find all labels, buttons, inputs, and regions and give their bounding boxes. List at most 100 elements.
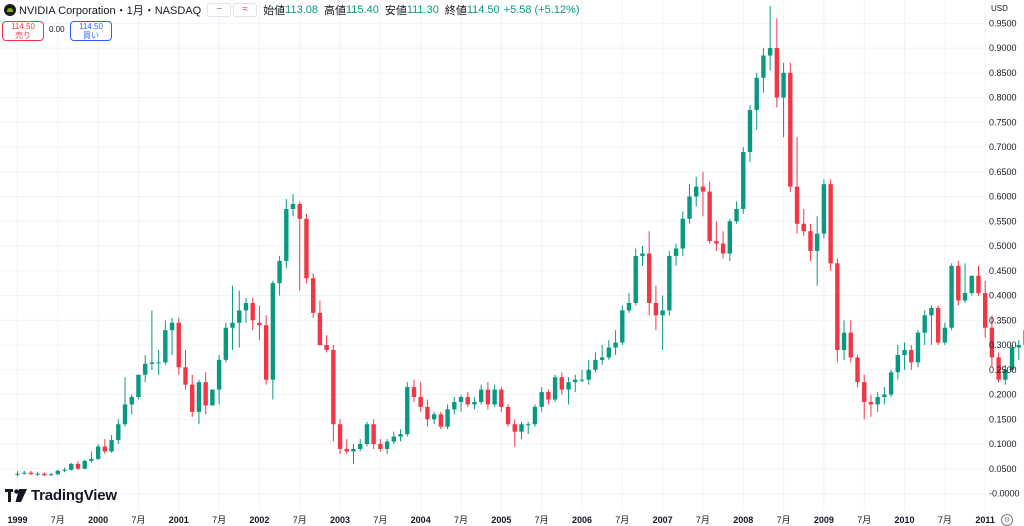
candle [915,330,921,368]
candle-body [754,77,759,110]
candle [922,310,927,346]
candle-body [626,302,632,311]
candle-body [794,186,800,224]
x-tick-label: 2007 [653,515,673,525]
x-tick-label: 7月 [131,515,145,525]
candle-body [22,472,27,474]
candle [942,322,948,346]
candle [774,18,780,108]
candle-body [465,397,470,405]
candle [902,342,907,370]
candle [808,223,813,261]
candle-body [935,307,941,343]
candle [310,273,316,318]
candle [989,315,995,368]
candle [35,471,40,476]
candle [835,258,840,363]
candle-body [122,404,128,425]
candle-body [304,218,309,279]
candle [136,374,141,400]
x-tick-label: 2011 [975,515,995,525]
low-value: 111.30 [406,4,439,16]
candle [962,263,968,303]
buy-button[interactable]: 114.50 買い [70,21,112,41]
candle [284,199,289,269]
candle-body [573,379,578,383]
candle-body [559,377,565,390]
candle [546,389,551,405]
candle [452,397,457,415]
candle [620,305,625,346]
candle-body [371,424,376,445]
candle-body [445,409,450,427]
x-tick-label: 2000 [88,515,108,525]
high-value: 115.40 [346,4,379,16]
candle-body [862,382,867,402]
candle [122,377,128,427]
candle [263,315,269,385]
tradingview-mark-icon [5,488,27,502]
candle-body [848,332,853,358]
candle-body [55,470,61,475]
candle [519,421,524,440]
price-axis[interactable]: 0.9500 0.9000 0.8500 0.8000 0.7500 0.7000 0.65… [989,18,1020,498]
candle-body [667,255,672,311]
candle-body [505,406,511,425]
candle-body [485,389,491,405]
candle [250,298,255,331]
symbol-title[interactable]: NVIDIA Corporation・1月・NASDAQ [19,5,202,17]
x-tick-label: 7月 [615,515,629,525]
y-tick-label: 0.9000 [989,43,1017,53]
candle-body [472,401,477,405]
candle-body [95,446,101,459]
x-tick-label: 1999 [7,515,27,525]
candle [781,62,786,138]
y-tick-label: 0.7000 [989,142,1017,152]
candle-body [781,72,786,98]
settings-icon[interactable]: ⚙ [1001,514,1013,526]
candle [364,421,370,447]
candle [848,320,853,363]
low-label: 安値 [384,5,407,17]
candle-body [384,441,390,449]
y-tick-label: 0.3500 [989,315,1017,325]
candle [472,397,477,410]
sell-button[interactable]: 114.50 売り [2,21,44,41]
candle-body [156,362,161,364]
candle [196,379,202,425]
candle-body [868,401,874,405]
candle [667,251,672,316]
y-tick-label: 0.1500 [989,414,1017,424]
candle [875,392,880,412]
candle-body [284,208,289,261]
candle [767,6,773,71]
currency-label[interactable]: USD [991,4,1008,13]
candle-body [89,458,94,461]
candle-body [821,184,827,234]
hide-legend-button[interactable]: − [207,3,232,17]
candle-body [942,327,948,343]
candle-body [48,474,54,476]
candle-body [216,359,222,390]
candle [687,184,692,224]
candle-body [223,327,229,360]
tradingview-logo[interactable]: TradingView [5,487,117,504]
y-tick-label: 0.5500 [989,216,1017,226]
candle [949,263,954,331]
candle-body [116,424,121,441]
candle [720,231,726,259]
y-tick-label: 0.4500 [989,266,1017,276]
candle-body [1009,347,1015,370]
candle-body [875,397,880,405]
candle [116,419,121,445]
candle [801,208,806,237]
candle [69,462,74,471]
compare-button[interactable]: ≈ [233,3,258,17]
candle-body [163,330,168,363]
candle [142,354,148,383]
candle-body [129,397,134,405]
candle [754,72,759,130]
candle-body [962,293,968,301]
time-axis[interactable]: 1999 7月 2000 7月 2001 7月 2002 7月 2003 7月 2004 7月 2005… [7,515,994,525]
